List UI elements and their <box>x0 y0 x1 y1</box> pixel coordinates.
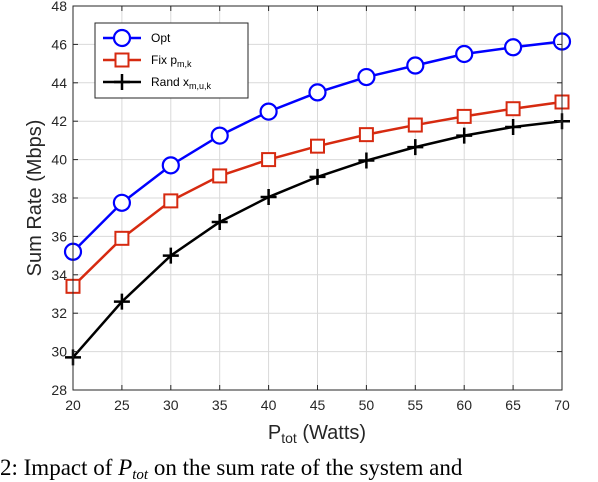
data-point <box>210 126 229 145</box>
y-tick-label: 36 <box>51 228 67 244</box>
data-point <box>114 230 130 246</box>
legend-label-main: Rand x <box>151 75 189 89</box>
data-point <box>212 168 228 184</box>
data-point <box>163 193 179 209</box>
data-point <box>259 102 278 121</box>
legend-marker <box>114 74 130 90</box>
y-tick-label: 34 <box>51 267 67 283</box>
legend-label: Fix pm,k <box>151 53 192 69</box>
data-point <box>456 127 473 144</box>
data-point <box>261 152 277 168</box>
data-point <box>358 127 374 143</box>
x-tick-label: 40 <box>261 397 277 413</box>
data-point <box>260 189 277 206</box>
y-axis-title: Sum Rate (Mbps) <box>24 120 46 277</box>
legend-label: Opt <box>151 31 171 45</box>
data-point <box>407 117 423 133</box>
data-point <box>505 118 522 135</box>
legend-marker <box>114 52 130 68</box>
y-tick-label: 44 <box>51 75 67 91</box>
legend-label-sub: m,u,k <box>189 81 212 91</box>
x-tick-label: 25 <box>114 397 130 413</box>
y-tick-label: 48 <box>51 0 67 14</box>
data-point <box>505 101 521 117</box>
caption-var-sub: tot <box>132 467 149 482</box>
x-tick-label: 60 <box>456 397 472 413</box>
legend: Opt Fix pm,k Rand xm,u,k <box>94 22 249 99</box>
series-0 <box>63 32 572 261</box>
x-tick-label: 30 <box>163 397 179 413</box>
x-tick-label: 55 <box>408 397 424 413</box>
data-point <box>407 139 424 156</box>
legend-marker <box>112 28 132 48</box>
y-tick-label: 30 <box>51 344 67 360</box>
legend-label: Rand xm,u,k <box>151 75 212 91</box>
legend-label-main: Fix p <box>151 53 177 67</box>
x-tick-label: 45 <box>310 397 326 413</box>
x-tick-label: 35 <box>212 397 228 413</box>
caption-text-1: 2: Impact of <box>0 455 118 480</box>
figure-caption: 2: Impact of Ptot on the sum rate of the… <box>0 455 463 482</box>
x-tick-label: 50 <box>359 397 375 413</box>
x-tick-label: 70 <box>554 397 570 413</box>
x-axis-title-main: P <box>268 422 281 444</box>
legend-item-1: Fix pm,k <box>103 52 192 69</box>
y-tick-label: 42 <box>51 113 67 129</box>
data-point <box>357 67 376 87</box>
caption-var: P <box>117 455 132 480</box>
legend-item-0: Opt <box>103 28 171 48</box>
y-tick-label: 38 <box>51 190 67 206</box>
data-point <box>308 83 327 102</box>
tick-layer: 20 25 30 35 40 45 50 55 60 65 70 28 30 32 34 36 38 40 42 44… <box>51 0 570 413</box>
data-point <box>112 193 132 212</box>
data-point <box>456 108 472 124</box>
data-point <box>358 152 375 169</box>
caption-text-2: on the sum rate of the system and <box>148 455 463 480</box>
series-2 <box>65 113 570 366</box>
data-point <box>455 44 474 64</box>
data-point <box>211 214 228 230</box>
data-point <box>161 156 180 175</box>
y-tick-label: 28 <box>51 382 67 398</box>
y-tick-label: 40 <box>51 152 67 168</box>
x-tick-label: 20 <box>65 397 81 413</box>
data-point <box>310 138 325 154</box>
data-point <box>406 56 425 75</box>
x-tick-label: 65 <box>505 397 521 413</box>
data-point <box>113 293 130 310</box>
y-tick-label: 46 <box>51 36 67 52</box>
y-tick-label: 32 <box>51 305 67 321</box>
legend-label-main: Opt <box>151 31 171 45</box>
data-point <box>503 38 523 57</box>
legend-item-2: Rand xm,u,k <box>103 74 212 91</box>
data-point <box>162 247 179 264</box>
legend-label-sub: m,k <box>177 59 192 69</box>
x-axis-title: Ptot (Watts) <box>268 422 366 446</box>
x-axis-title-rest: (Watts) <box>297 422 366 444</box>
x-axis-title-sub: tot <box>281 430 297 446</box>
data-point <box>309 168 326 185</box>
